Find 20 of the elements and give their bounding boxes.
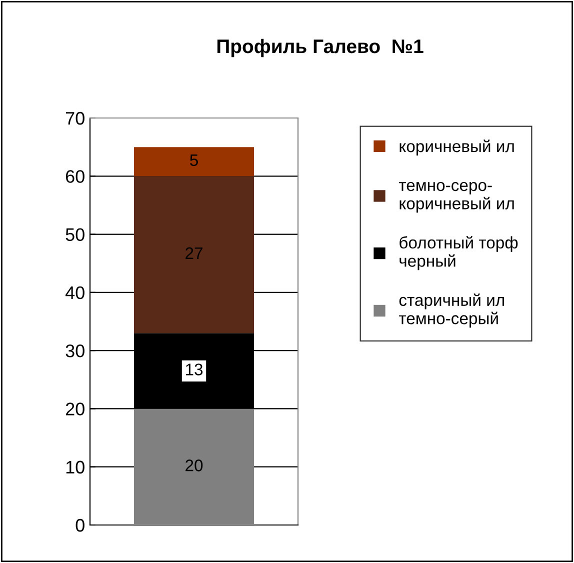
bar: [134, 408, 254, 525]
y-tick-label: 10: [66, 460, 84, 474]
data-label: 13: [186, 364, 203, 376]
legend-label: болотный торф черный: [400, 236, 518, 270]
y-tick-label: 60: [66, 170, 84, 183]
data-label: 27: [186, 247, 202, 259]
y-tick-label: 40: [65, 286, 84, 300]
y-tick-label: 70: [66, 112, 84, 125]
y-tick-label: 50: [66, 228, 84, 242]
legend-label: старичный ил темно-серый: [398, 293, 504, 328]
data-label: 5: [190, 154, 198, 166]
y-tick-label: 0: [76, 518, 84, 532]
y-tick-label: 30: [66, 344, 84, 358]
y-tick-label: 20: [66, 402, 84, 416]
chart-title: Профиль Галево №1: [217, 38, 424, 58]
legend-label: темно-серо- коричневый ил: [398, 182, 514, 213]
legend-label: коричневый ил: [400, 140, 514, 156]
data-label: 20: [186, 460, 203, 472]
bar: [134, 176, 254, 334]
bar: [134, 147, 254, 176]
